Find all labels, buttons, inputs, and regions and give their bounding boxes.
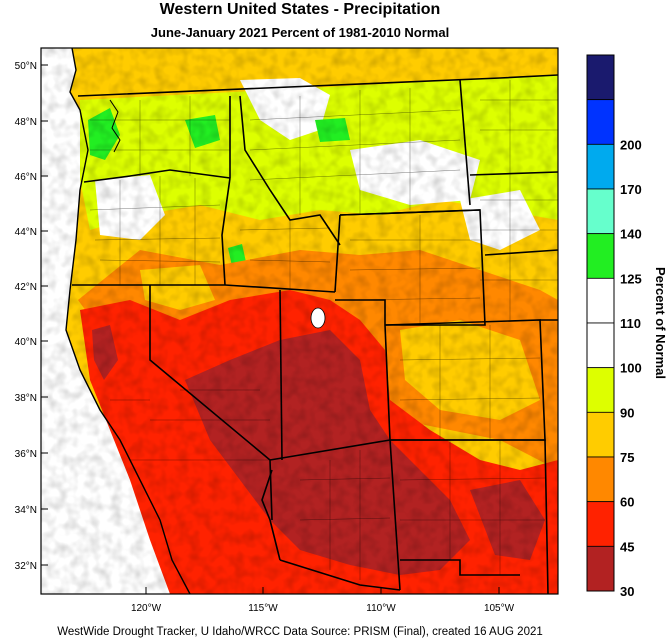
colorbar-label: 170 xyxy=(620,182,642,197)
colorbar-swatch xyxy=(586,143,615,190)
lat-labels: 50°N 48°N 46°N 44°N 42°N 40°N 38°N 36°N … xyxy=(15,61,37,572)
lon-labels: 120°W 115°W 110°W 105°W xyxy=(131,603,515,614)
great-salt-lake xyxy=(310,307,326,329)
map-subtitle: June-January 2021 Percent of 1981-2010 N… xyxy=(150,25,450,40)
colorbar-label: 30 xyxy=(620,584,634,599)
colorbar-label: 110 xyxy=(620,316,641,331)
lat-label-32: 32°N xyxy=(15,561,37,572)
colorbar-swatch xyxy=(586,233,615,279)
lat-label-44: 44°N xyxy=(15,227,37,238)
colorbar-label: 100 xyxy=(620,361,642,376)
colorbar-label: 60 xyxy=(620,495,634,510)
colorbar-swatch xyxy=(586,277,615,324)
colorbar-swatch xyxy=(586,367,615,413)
lat-label-50: 50°N xyxy=(15,61,37,72)
colorbar-swatch xyxy=(586,188,615,235)
lon-label-120: 120°W xyxy=(131,603,162,614)
data-credit: WestWide Drought Tracker, U Idaho/WRCC D… xyxy=(57,626,543,638)
colorbar-swatch xyxy=(586,99,615,145)
county-lines xyxy=(89,80,558,580)
lat-label-36: 36°N xyxy=(15,449,37,460)
colorbar-label: 140 xyxy=(620,227,642,242)
lat-label-42: 42°N xyxy=(15,282,37,293)
colorbar-swatch xyxy=(586,411,615,458)
colorbar-label: 75 xyxy=(620,450,634,465)
colorbar-label: 125 xyxy=(620,271,642,286)
colorbar-swatch xyxy=(586,322,615,369)
colorbar-swatches xyxy=(586,54,615,592)
colorbar-label: 90 xyxy=(620,405,634,420)
precip-texture xyxy=(41,48,558,594)
precip-map xyxy=(41,48,558,594)
puget-sound xyxy=(109,99,121,153)
lon-label-115: 115°W xyxy=(248,603,278,614)
map-frame xyxy=(40,47,559,595)
colorbar: 200 170 140 125 110 100 90 75 60 45 30 Percent of … xyxy=(586,54,668,599)
colorbar-swatch xyxy=(586,501,615,547)
coastline xyxy=(65,48,191,594)
lat-label-46: 46°N xyxy=(15,172,37,183)
state-borders xyxy=(72,74,558,594)
colorbar-swatch xyxy=(586,54,615,101)
lon-label-110: 110°W xyxy=(366,603,396,614)
lat-label-38: 38°N xyxy=(15,393,37,404)
colorbar-swatch xyxy=(586,545,615,592)
lat-label-40: 40°N xyxy=(15,337,37,348)
lon-axis xyxy=(145,587,500,594)
lat-axis xyxy=(41,64,48,566)
colorbar-label: 200 xyxy=(620,137,642,152)
colorbar-label: 45 xyxy=(620,539,634,554)
legend-title: Percent of Normal xyxy=(653,267,668,379)
colorbar-labels: 200 170 140 125 110 100 90 75 60 45 30 xyxy=(620,137,642,599)
map-title: Western United States - Precipitation xyxy=(159,1,441,18)
lat-label-48: 48°N xyxy=(15,117,37,128)
colorbar-frame xyxy=(586,54,615,592)
lat-label-34: 34°N xyxy=(15,505,37,516)
lon-label-105: 105°W xyxy=(484,603,515,614)
colorbar-swatch xyxy=(586,456,615,503)
